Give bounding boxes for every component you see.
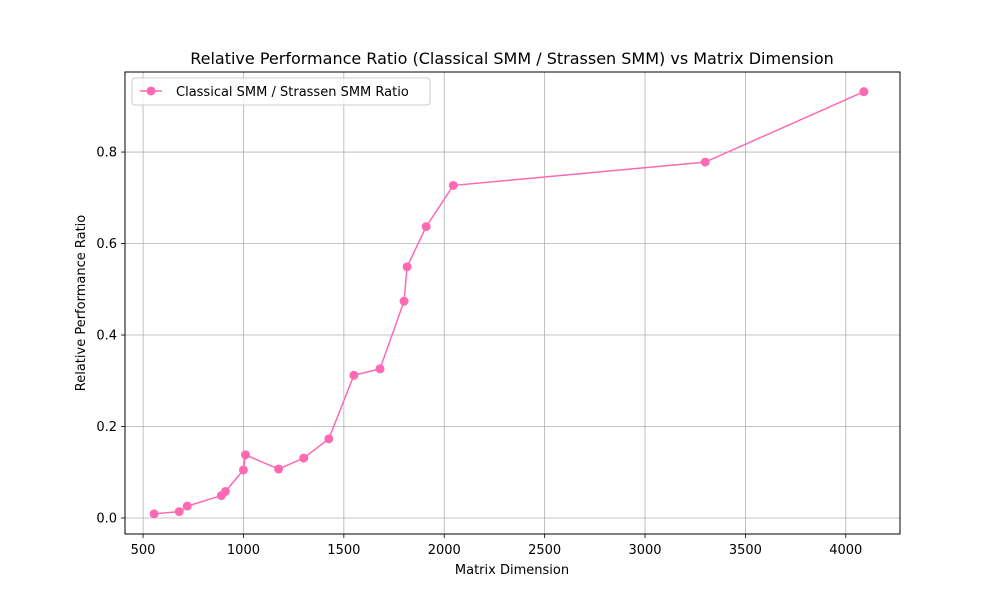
data-point — [149, 509, 159, 519]
legend-series-marker — [146, 86, 156, 96]
x-tick-label: 3500 — [729, 543, 762, 558]
x-tick-label: 3000 — [628, 543, 661, 558]
chart-title: Relative Performance Ratio (Classical SM… — [190, 49, 834, 68]
data-point — [174, 507, 184, 517]
x-tick-label: 4000 — [829, 543, 862, 558]
data-point — [274, 464, 284, 474]
data-point — [324, 434, 334, 444]
y-tick-label: 0.4 — [96, 329, 117, 344]
data-point — [421, 222, 431, 232]
data-point — [399, 296, 409, 306]
data-point — [700, 157, 710, 167]
data-point — [349, 370, 359, 380]
y-axis-label: Relative Performance Ratio — [74, 215, 89, 391]
data-point — [220, 486, 230, 496]
x-tick-label: 2000 — [428, 543, 461, 558]
x-tick-label: 2500 — [528, 543, 561, 558]
data-point — [182, 501, 192, 511]
data-point — [240, 450, 250, 460]
legend-series-label: Classical SMM / Strassen SMM Ratio — [176, 85, 409, 100]
series-layer — [149, 87, 869, 519]
y-tick-label: 0.0 — [96, 511, 117, 526]
y-tick-label: 0.2 — [96, 420, 117, 435]
data-point — [375, 364, 385, 374]
data-point — [448, 180, 458, 190]
legend: Classical SMM / Strassen SMM Ratio — [131, 77, 431, 106]
grid-lines — [125, 72, 900, 534]
y-tick-label: 0.8 — [96, 146, 117, 161]
x-tick-label: 1000 — [227, 543, 260, 558]
series-line — [154, 90, 865, 515]
x-axis-label: Matrix Dimension — [455, 563, 569, 578]
x-tick-label: 500 — [131, 543, 156, 558]
axis-tick-labels: 500 1000 1500 2000 2500 3000 3500 4000 0.0 0.2 0.4… — [96, 146, 862, 558]
y-tick-label: 0.6 — [96, 237, 117, 252]
data-point — [238, 465, 248, 475]
data-point — [859, 87, 869, 97]
data-point — [402, 262, 412, 272]
legend-box — [131, 77, 431, 106]
data-point — [299, 453, 309, 463]
plot-area-frame — [124, 71, 901, 535]
axis-ticks — [121, 151, 847, 538]
x-tick-label: 1500 — [327, 543, 360, 558]
